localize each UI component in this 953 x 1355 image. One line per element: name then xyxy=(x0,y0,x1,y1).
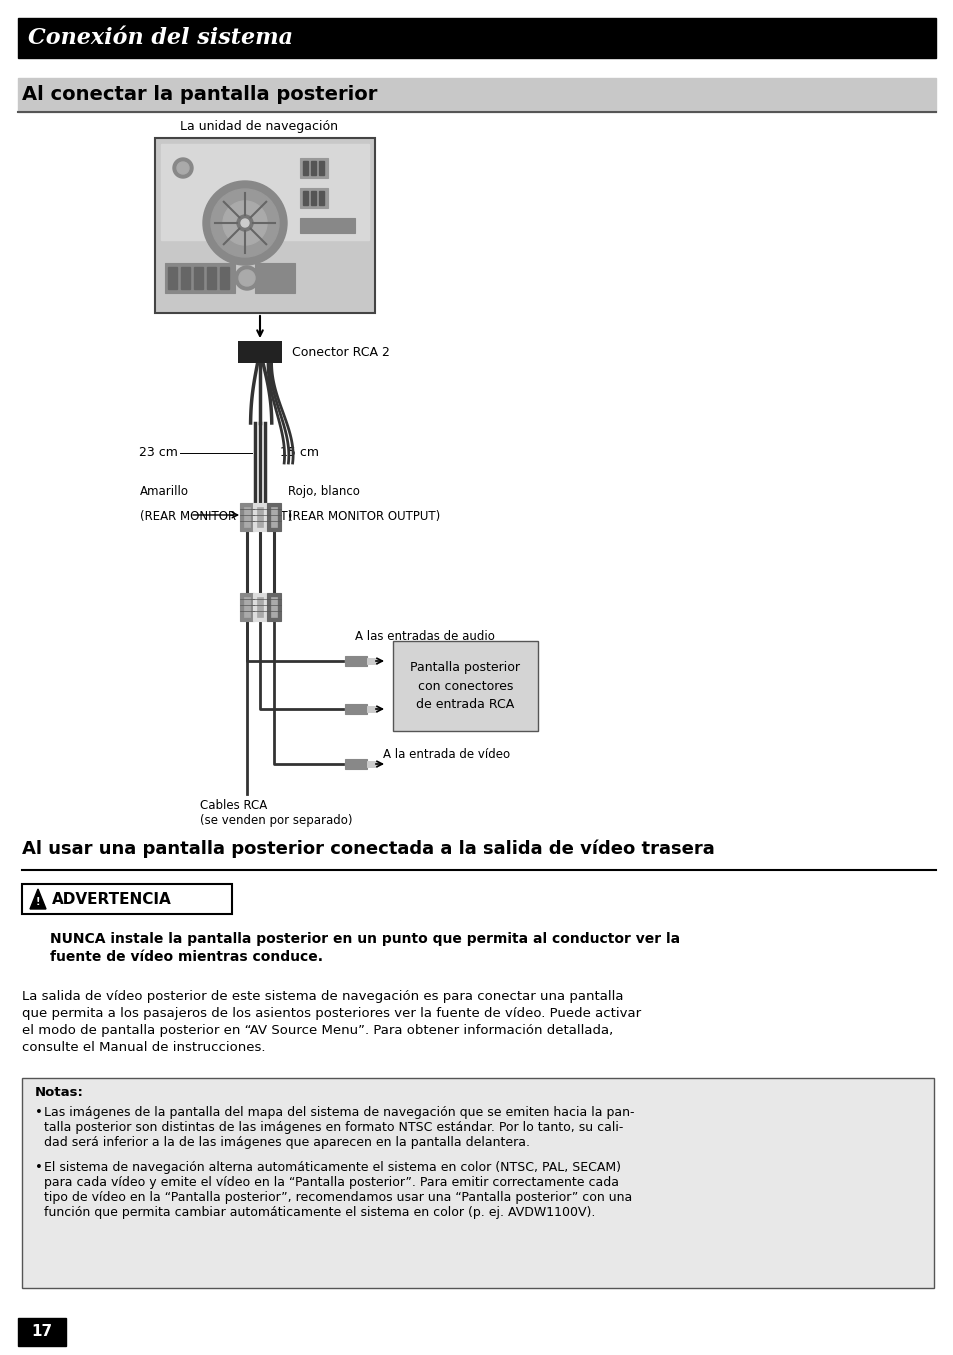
Text: 23 cm: 23 cm xyxy=(139,447,178,459)
Text: A las entradas de audio: A las entradas de audio xyxy=(355,630,495,644)
Text: Pantalla posterior
con conectores
de entrada RCA: Pantalla posterior con conectores de ent… xyxy=(410,661,520,710)
Text: Rojo, blanco: Rojo, blanco xyxy=(288,485,359,499)
Text: El sistema de navegación alterna automáticamente el sistema en color (NTSC, PAL,: El sistema de navegación alterna automát… xyxy=(44,1161,620,1173)
Text: ADVERTENCIA: ADVERTENCIA xyxy=(52,892,172,906)
Bar xyxy=(393,641,537,730)
Bar xyxy=(253,593,267,621)
Polygon shape xyxy=(30,889,46,909)
Text: La salida de vídeo posterior de este sistema de navegación es para conectar una : La salida de vídeo posterior de este sis… xyxy=(22,991,623,1003)
Text: (se venden por separado): (se venden por separado) xyxy=(200,814,352,827)
Text: Conector RCA 2: Conector RCA 2 xyxy=(292,346,390,359)
Text: NUNCA instale la pantalla posterior en un punto que permita al conductor ver la: NUNCA instale la pantalla posterior en u… xyxy=(50,932,679,946)
FancyBboxPatch shape xyxy=(154,138,375,313)
Bar xyxy=(303,161,308,175)
Bar xyxy=(367,762,376,767)
Bar xyxy=(244,598,250,617)
Text: Al conectar la pantalla posterior: Al conectar la pantalla posterior xyxy=(22,85,377,104)
Text: La unidad de navegación: La unidad de navegación xyxy=(180,121,337,133)
Circle shape xyxy=(177,163,189,173)
Circle shape xyxy=(241,220,249,228)
Text: para cada vídeo y emite el vídeo en la “Pantalla posterior”. Para emitir correct: para cada vídeo y emite el vídeo en la “… xyxy=(44,1176,618,1188)
Bar xyxy=(18,79,935,112)
Bar xyxy=(168,267,177,289)
Bar xyxy=(244,507,250,527)
Bar xyxy=(18,18,935,58)
Bar xyxy=(254,263,294,293)
Bar xyxy=(311,191,315,205)
Bar xyxy=(240,503,253,531)
Text: !: ! xyxy=(35,897,40,906)
Text: Conexión del sistema: Conexión del sistema xyxy=(28,27,293,49)
Text: dad será inferior a la de las imágenes que aparecen en la pantalla delantera.: dad será inferior a la de las imágenes q… xyxy=(44,1135,530,1149)
Text: Notas:: Notas: xyxy=(35,1085,84,1099)
Bar xyxy=(181,267,190,289)
Bar xyxy=(299,159,328,178)
Bar xyxy=(256,598,263,617)
Text: el modo de pantalla posterior en “AV Source Menu”. Para obtener información deta: el modo de pantalla posterior en “AV Sou… xyxy=(22,1024,613,1037)
Bar xyxy=(345,656,367,667)
Circle shape xyxy=(234,266,258,290)
Bar xyxy=(345,705,367,714)
Bar xyxy=(253,503,267,531)
Text: tipo de vídeo en la “Pantalla posterior”, recomendamos usar una “Pantalla poster: tipo de vídeo en la “Pantalla posterior”… xyxy=(44,1191,632,1205)
Bar xyxy=(193,267,203,289)
Bar xyxy=(220,267,229,289)
Circle shape xyxy=(203,182,287,266)
Text: Cables RCA: Cables RCA xyxy=(200,799,267,812)
Bar xyxy=(207,267,215,289)
Text: 17: 17 xyxy=(31,1324,52,1340)
Text: talla posterior son distintas de las imágenes en formato NTSC estándar. Por lo t: talla posterior son distintas de las imá… xyxy=(44,1121,622,1134)
Bar xyxy=(271,598,276,617)
Text: Amarillo: Amarillo xyxy=(140,485,189,499)
Bar xyxy=(367,659,376,664)
Bar xyxy=(161,144,369,240)
Bar xyxy=(299,188,328,209)
Bar xyxy=(367,706,376,711)
Text: Las imágenes de la pantalla del mapa del sistema de navegación que se emiten hac: Las imágenes de la pantalla del mapa del… xyxy=(44,1106,634,1119)
Text: función que permita cambiar automáticamente el sistema en color (p. ej. AVDW1100: función que permita cambiar automáticame… xyxy=(44,1206,595,1220)
Text: (REAR MONITOR OUTPUT): (REAR MONITOR OUTPUT) xyxy=(140,509,292,523)
Text: consulte el Manual de instrucciones.: consulte el Manual de instrucciones. xyxy=(22,1041,265,1054)
Bar xyxy=(267,503,281,531)
Bar xyxy=(299,218,355,233)
Bar xyxy=(303,191,308,205)
Circle shape xyxy=(239,270,254,286)
Text: •: • xyxy=(35,1161,43,1173)
Text: (REAR MONITOR OUTPUT): (REAR MONITOR OUTPUT) xyxy=(288,509,439,523)
Bar xyxy=(256,507,263,527)
Text: A la entrada de vídeo: A la entrada de vídeo xyxy=(382,748,510,762)
Bar xyxy=(318,191,324,205)
Circle shape xyxy=(211,188,278,257)
Bar xyxy=(318,161,324,175)
Bar xyxy=(165,263,234,293)
Circle shape xyxy=(223,201,267,245)
Bar xyxy=(22,1079,933,1289)
Bar xyxy=(311,161,315,175)
Bar xyxy=(240,593,253,621)
Bar xyxy=(345,759,367,770)
Bar xyxy=(22,883,232,915)
Bar xyxy=(18,1318,66,1346)
Bar xyxy=(271,507,276,527)
Text: que permita a los pasajeros de los asientos posteriores ver la fuente de vídeo. : que permita a los pasajeros de los asien… xyxy=(22,1007,640,1020)
Circle shape xyxy=(236,215,253,230)
Text: Al usar una pantalla posterior conectada a la salida de vídeo trasera: Al usar una pantalla posterior conectada… xyxy=(22,840,714,859)
FancyBboxPatch shape xyxy=(237,341,282,363)
Text: 15 cm: 15 cm xyxy=(280,447,318,459)
Circle shape xyxy=(172,159,193,178)
Bar xyxy=(267,593,281,621)
Text: fuente de vídeo mientras conduce.: fuente de vídeo mientras conduce. xyxy=(50,950,323,963)
Text: •: • xyxy=(35,1106,43,1119)
